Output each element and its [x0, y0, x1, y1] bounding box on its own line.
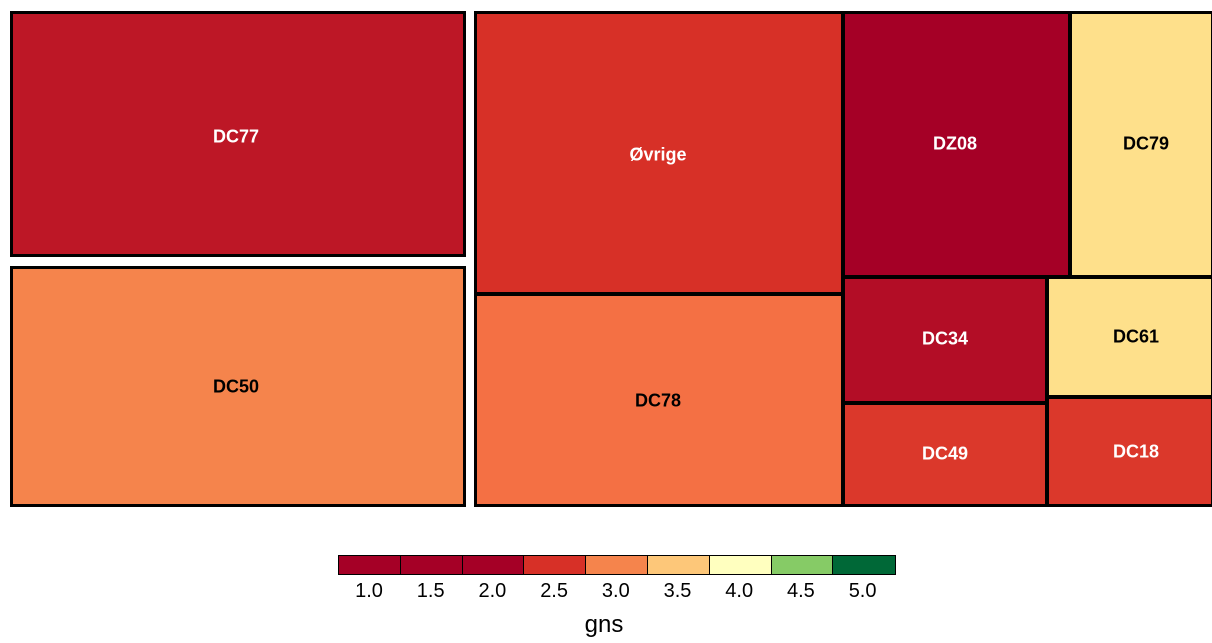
legend-tick-label: 4.5 [786, 580, 815, 602]
treemap-tile-dc34 [842, 276, 1048, 404]
legend-tick-label: 5.0 [848, 580, 877, 602]
legend-tick-label: 1.5 [416, 580, 445, 602]
treemap-tile-label: DC79 [1122, 133, 1170, 154]
legend-swatch [585, 555, 649, 575]
legend-swatch [338, 555, 402, 575]
treemap-tile-dc78 [474, 293, 844, 507]
legend-tick-label: 2.5 [540, 580, 568, 602]
treemap-tile-dc49 [842, 402, 1048, 507]
treemap-tile-label: DZ08 [932, 133, 978, 154]
treemap-tile-dc77 [10, 11, 466, 257]
legend-swatch [399, 555, 464, 575]
legend-tick-label: 3.0 [601, 580, 630, 602]
legend-tick-label: 3.5 [663, 580, 692, 602]
treemap-tile-label: DC34 [921, 328, 969, 349]
treemap-tile-dc18 [1046, 396, 1212, 507]
legend-tick-label: 1.0 [355, 580, 383, 602]
treemap-tile-label: DC50 [212, 376, 260, 397]
treemap-tile-dc61 [1046, 276, 1212, 398]
treemap-tile-dz08 [842, 11, 1071, 278]
legend-swatch [523, 555, 587, 575]
treemap-tile-dc50 [10, 266, 466, 507]
treemap-tile-dc79 [1069, 11, 1212, 278]
legend-title: gns [584, 611, 624, 638]
treemap-tile-label: DC78 [634, 390, 682, 411]
legend-swatch [770, 555, 834, 575]
legend-swatch [647, 555, 711, 575]
legend-swatch [708, 555, 773, 575]
legend-swatch [461, 555, 525, 575]
treemap-tile-label: DC61 [1112, 326, 1160, 347]
legend-tick-label: 2.0 [478, 580, 507, 602]
treemap-tile-label: DC49 [921, 443, 969, 464]
legend-tick-label: 4.0 [725, 580, 754, 602]
treemap-tile-label: DC18 [1112, 441, 1160, 462]
treemap-tile-label: Øvrige [629, 144, 687, 165]
treemap-tile-label: DC77 [212, 126, 260, 147]
legend-swatch [832, 555, 896, 575]
